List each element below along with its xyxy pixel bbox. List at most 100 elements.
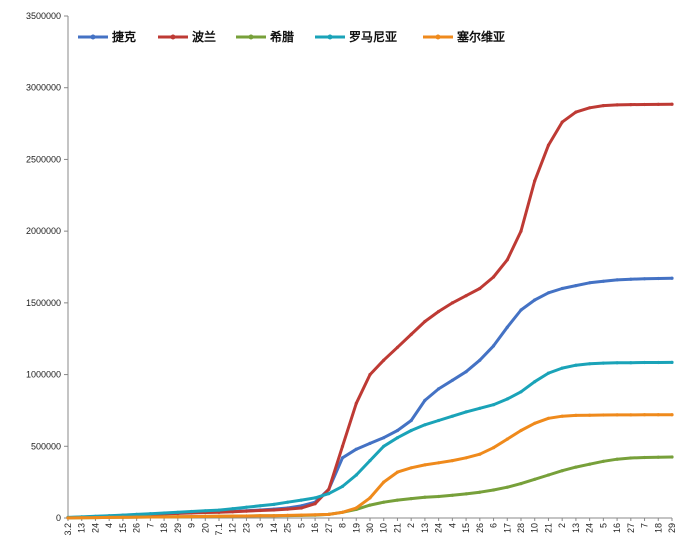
x-tick-label: 29 xyxy=(173,523,183,533)
data-point xyxy=(272,502,276,506)
legend-label: 波兰 xyxy=(192,29,216,44)
x-tick-label: 24 xyxy=(434,523,444,533)
data-point xyxy=(409,497,413,501)
y-tick-label: 500000 xyxy=(31,441,61,451)
data-point xyxy=(670,413,674,417)
x-tick-label: 13 xyxy=(77,523,87,533)
data-point xyxy=(203,509,207,513)
data-point xyxy=(642,102,647,107)
x-tick-label: 23 xyxy=(241,523,251,533)
data-point xyxy=(217,514,221,518)
data-point xyxy=(629,413,633,417)
legend-marker xyxy=(248,34,254,40)
data-point xyxy=(148,515,152,519)
data-point xyxy=(409,428,413,433)
data-point xyxy=(574,413,578,417)
data-point xyxy=(340,484,345,488)
data-point xyxy=(423,319,427,324)
y-tick-label: 1000000 xyxy=(26,370,61,380)
data-point xyxy=(615,278,619,282)
data-point xyxy=(437,418,441,423)
data-point xyxy=(368,459,372,463)
data-point xyxy=(615,361,619,365)
x-tick-label: 24 xyxy=(90,523,100,533)
y-tick-label: 1500000 xyxy=(26,298,61,308)
data-point xyxy=(574,284,578,288)
x-axis: 3.2 13 24 4 15 26 7 18 29 9 20 7.1 12 23 3 14 25 5 16 27 8 19… xyxy=(63,517,677,536)
x-tick-label: 6 xyxy=(489,523,499,528)
data-point xyxy=(189,515,194,519)
x-tick-label: 10 xyxy=(530,523,540,533)
data-point xyxy=(93,516,98,520)
x-tick-label: 20 xyxy=(200,523,210,533)
data-point xyxy=(491,344,496,348)
x-tick-label: 4 xyxy=(447,523,457,528)
data-point xyxy=(327,487,331,491)
data-point xyxy=(491,275,496,279)
x-tick-label: 16 xyxy=(310,523,320,533)
data-point xyxy=(478,452,482,456)
data-point xyxy=(478,286,482,291)
data-point xyxy=(437,387,441,391)
x-tick-label: 5 xyxy=(598,523,608,528)
data-point xyxy=(642,413,647,417)
data-point xyxy=(478,490,482,494)
data-point xyxy=(382,358,386,362)
data-point xyxy=(642,360,647,365)
x-tick-label: 4 xyxy=(104,523,114,528)
data-point xyxy=(395,436,400,440)
x-tick-label: 26 xyxy=(475,523,485,533)
data-point xyxy=(299,513,303,517)
legend-marker xyxy=(327,34,333,40)
data-point xyxy=(231,514,235,518)
data-point xyxy=(148,512,152,516)
data-point xyxy=(368,503,372,507)
data-point xyxy=(588,413,592,417)
data-point xyxy=(395,345,400,349)
x-tick-label: 3.2 xyxy=(63,523,73,536)
data-point xyxy=(244,509,249,513)
data-point xyxy=(327,492,331,496)
x-tick-label: 10 xyxy=(379,523,389,533)
data-point xyxy=(546,143,551,147)
data-point xyxy=(615,457,619,461)
legend-item: 波兰 xyxy=(158,29,216,44)
data-point xyxy=(533,380,537,384)
data-point xyxy=(656,360,660,365)
data-point xyxy=(162,511,166,515)
data-point xyxy=(670,360,674,364)
data-point xyxy=(409,418,413,423)
x-tick-label: 14 xyxy=(269,523,279,533)
x-tick-label: 15 xyxy=(118,523,128,533)
data-point xyxy=(560,414,564,418)
x-tick-label: 8 xyxy=(338,523,348,528)
legend-item: 希腊 xyxy=(236,29,294,44)
data-point xyxy=(629,361,633,365)
data-point xyxy=(491,446,496,450)
data-point xyxy=(162,515,166,519)
data-point xyxy=(505,325,509,329)
data-point xyxy=(642,277,647,281)
x-tick-label: 29 xyxy=(667,523,677,533)
data-point xyxy=(395,498,400,502)
data-point xyxy=(574,465,578,469)
data-point xyxy=(382,500,386,504)
legend-marker xyxy=(90,34,96,40)
data-point xyxy=(656,276,660,281)
series-line-3 xyxy=(66,360,674,519)
x-tick-label: 16 xyxy=(612,523,622,533)
x-tick-label: 9 xyxy=(187,523,197,528)
x-tick-label: 28 xyxy=(516,523,526,533)
data-point xyxy=(423,463,427,467)
x-tick-label: 7 xyxy=(640,523,650,528)
data-point xyxy=(588,462,592,466)
data-point xyxy=(258,504,262,508)
data-point xyxy=(382,436,386,440)
data-point xyxy=(135,512,139,517)
data-point xyxy=(354,447,358,451)
data-point xyxy=(629,277,633,281)
data-point xyxy=(176,515,180,519)
legend: 捷克 波兰 希腊 罗马尼亚 塞尔维亚 xyxy=(78,29,505,44)
data-point xyxy=(588,362,592,366)
y-tick-label: 3000000 xyxy=(26,83,61,93)
